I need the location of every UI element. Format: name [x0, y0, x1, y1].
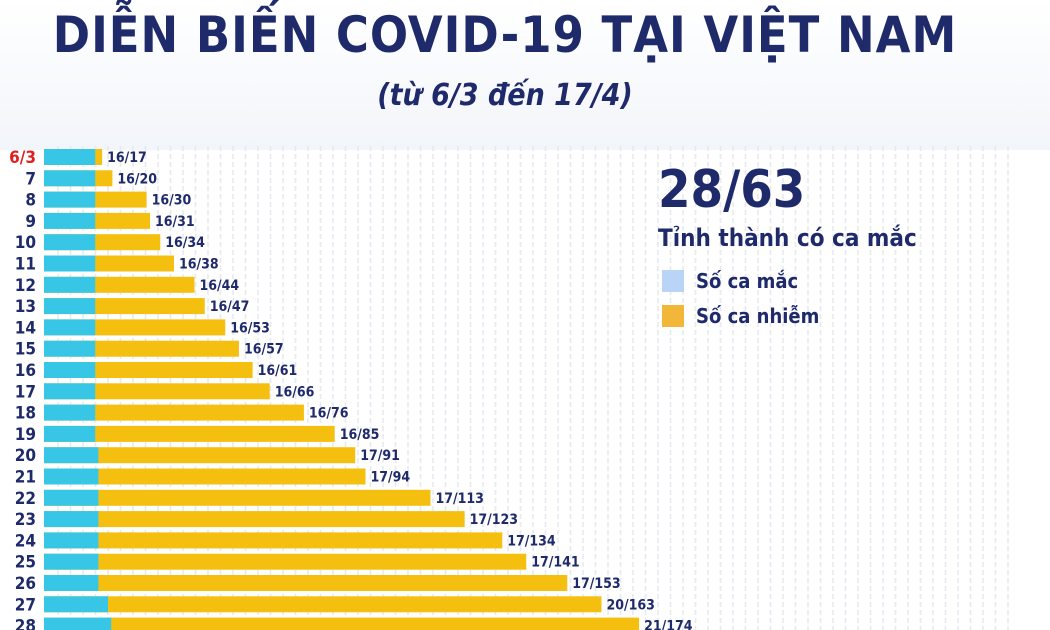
bar-cases	[44, 575, 568, 591]
category-label: 25	[15, 553, 36, 573]
data-label: 16/57	[244, 342, 284, 358]
bar-provinces	[44, 575, 99, 591]
data-label: 16/44	[199, 278, 239, 294]
category-label: 15	[15, 340, 36, 360]
category-label: 28	[15, 617, 36, 630]
bar-provinces	[44, 596, 108, 613]
bar-provinces	[44, 170, 96, 187]
bar-chart: 6/3 16/17 7 16/20 8 16/30 9 16/31 10 16/34 11 16/38…	[9, 146, 1009, 630]
category-label: 13	[15, 297, 36, 317]
data-label: 17/153	[572, 576, 620, 592]
data-label: 16/61	[258, 363, 298, 379]
data-label: 16/38	[179, 257, 219, 273]
data-label: 17/134	[507, 533, 556, 549]
legend-swatch-infections	[662, 305, 684, 327]
bar-cases	[44, 447, 356, 464]
bar-provinces	[44, 617, 112, 630]
bar-provinces	[44, 212, 96, 229]
legend-swatch-cases	[662, 270, 684, 292]
data-label: 16/31	[155, 214, 195, 230]
legend-item-infections: Số ca nhiễm	[662, 303, 819, 329]
data-label: 17/123	[470, 512, 518, 528]
bar-cases	[44, 362, 253, 378]
bar-provinces	[44, 383, 96, 400]
category-label: 6/3	[9, 148, 36, 168]
bar-provinces	[44, 255, 96, 272]
data-label: 17/113	[435, 491, 483, 507]
bar-provinces	[44, 511, 99, 528]
category-label: 27	[15, 595, 36, 615]
data-label: 16/30	[152, 193, 192, 209]
data-label: 16/20	[117, 171, 157, 187]
data-label: 16/85	[340, 427, 380, 443]
data-label: 16/53	[230, 320, 270, 336]
category-label: 18	[15, 404, 36, 424]
bar-provinces	[44, 468, 99, 485]
bar-provinces	[44, 234, 96, 251]
bar-provinces	[44, 276, 96, 293]
category-label: 21	[15, 468, 36, 488]
bar-cases	[44, 617, 640, 630]
province-count: 28/63	[658, 160, 806, 220]
data-label: 17/91	[360, 448, 400, 464]
bar-provinces	[44, 298, 96, 315]
data-label: 16/47	[210, 299, 250, 315]
chart-title: DIỄN BIẾN COVID-19 TẠI VIỆT NAM	[52, 6, 958, 64]
category-label: 20	[15, 446, 36, 466]
category-label: 10	[15, 233, 36, 253]
bar-cases	[44, 383, 270, 400]
category-label: 19	[15, 425, 36, 445]
chart-subtitle: (từ 6/3 đến 17/4)	[377, 78, 633, 113]
category-label: 9	[25, 212, 36, 232]
category-label: 14	[15, 318, 36, 338]
legend-label-infections: Số ca nhiễm	[696, 304, 820, 328]
bar-cases	[44, 425, 335, 442]
bar-provinces	[44, 319, 96, 336]
category-label: 12	[15, 276, 36, 296]
data-label: 16/17	[107, 150, 147, 166]
data-label: 16/34	[165, 235, 205, 251]
bar-provinces	[44, 340, 96, 357]
data-label: 20/163	[606, 597, 654, 613]
data-label: 16/76	[309, 406, 349, 422]
bar-cases	[44, 404, 304, 421]
legend-item-cases: Số ca mắc	[662, 268, 798, 294]
category-label: 22	[15, 489, 36, 509]
category-label: 11	[15, 255, 36, 275]
category-label: 17	[15, 382, 36, 402]
data-label: 17/141	[531, 555, 579, 571]
category-label: 16	[15, 361, 36, 381]
header-background	[0, 0, 1050, 150]
bar-provinces	[44, 553, 99, 570]
category-label: 8	[25, 191, 36, 211]
bar-provinces	[44, 489, 99, 506]
data-label: 21/174	[644, 619, 693, 630]
bar-provinces	[44, 425, 96, 442]
bar-cases	[44, 511, 465, 528]
data-label: 17/94	[370, 470, 410, 486]
bar-provinces	[44, 191, 96, 208]
province-count-label: Tỉnh thành có ca mắc	[658, 224, 917, 252]
bar-cases	[44, 489, 431, 506]
legend-label-cases: Số ca mắc	[696, 269, 799, 293]
category-label: 7	[25, 169, 36, 189]
category-label: 24	[15, 531, 36, 551]
bar-provinces	[44, 149, 96, 165]
category-label: 23	[15, 510, 36, 530]
bar-cases	[44, 532, 503, 549]
bar-cases	[44, 468, 366, 485]
bar-provinces	[44, 532, 99, 549]
bar-provinces	[44, 404, 96, 421]
bar-provinces	[44, 447, 99, 464]
bar-provinces	[44, 362, 96, 378]
category-label: 26	[15, 574, 36, 594]
data-label: 16/66	[275, 384, 315, 400]
bar-cases	[44, 553, 527, 570]
bar-cases	[44, 596, 602, 613]
